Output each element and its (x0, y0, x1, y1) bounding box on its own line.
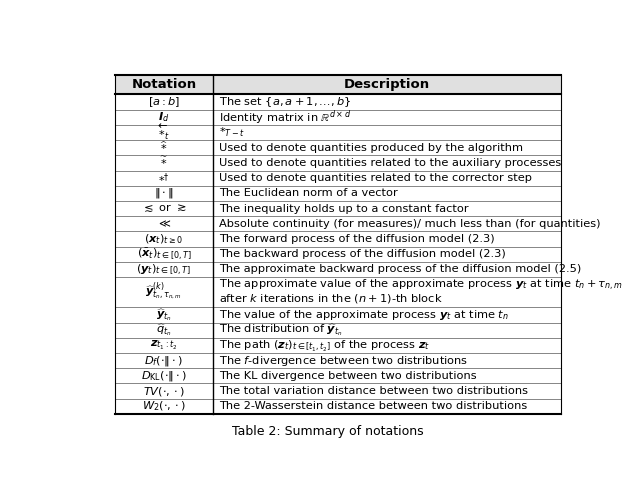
Text: Used to denote quantities related to the corrector step: Used to denote quantities related to the… (219, 173, 532, 183)
Text: $\boldsymbol{z}_{t_1:t_2}$: $\boldsymbol{z}_{t_1:t_2}$ (150, 339, 178, 352)
FancyBboxPatch shape (115, 75, 561, 95)
Text: $D_{\mathrm{KL}}(\cdot\|\cdot)$: $D_{\mathrm{KL}}(\cdot\|\cdot)$ (141, 369, 187, 383)
Text: $\widehat{q}_{t_n}$: $\widehat{q}_{t_n}$ (156, 322, 172, 338)
Text: $\overleftarrow{*}_t$: $\overleftarrow{*}_t$ (158, 123, 170, 143)
Text: The KL divergence between two distributions: The KL divergence between two distributi… (219, 371, 477, 381)
Text: $\widehat{*}$: $\widehat{*}$ (160, 143, 168, 152)
Text: $(\boldsymbol{y}_t)_{t\in[0,T]}$: $(\boldsymbol{y}_t)_{t\in[0,T]}$ (136, 262, 191, 277)
Text: $\lesssim$ or $\gtrsim$: $\lesssim$ or $\gtrsim$ (141, 203, 186, 214)
Text: The $f$-divergence between two distributions: The $f$-divergence between two distribut… (219, 353, 468, 368)
Text: $TV(\cdot,\cdot)$: $TV(\cdot,\cdot)$ (143, 385, 185, 397)
Text: The forward process of the diffusion model (2.3): The forward process of the diffusion mod… (219, 234, 495, 244)
Text: $D_f(\cdot\|\cdot)$: $D_f(\cdot\|\cdot)$ (144, 353, 184, 368)
Text: The path $(\boldsymbol{z}_t)_{t\in[t_1,t_2]}$ of the process $\boldsymbol{z}_t$: The path $(\boldsymbol{z}_t)_{t\in[t_1,t… (219, 338, 430, 353)
Text: after $k$ iterations in the $(n+1)$-th block: after $k$ iterations in the $(n+1)$-th b… (219, 292, 442, 305)
Text: The total variation distance between two distributions: The total variation distance between two… (219, 386, 528, 396)
Text: $(\bar{\boldsymbol{x}}_t)_{t\in[0,T]}$: $(\bar{\boldsymbol{x}}_t)_{t\in[0,T]}$ (136, 247, 191, 261)
Text: $(\boldsymbol{x}_t)_{t\geq 0}$: $(\boldsymbol{x}_t)_{t\geq 0}$ (144, 232, 184, 246)
Text: $\|\cdot\|$: $\|\cdot\|$ (154, 186, 174, 200)
Text: The set $\{a, a+1,\ldots, b\}$: The set $\{a, a+1,\ldots, b\}$ (219, 95, 351, 109)
Text: $\boldsymbol{I}_d$: $\boldsymbol{I}_d$ (158, 110, 170, 124)
Text: The inequality holds up to a constant factor: The inequality holds up to a constant fa… (219, 203, 468, 213)
Text: $\widehat{\boldsymbol{y}}^{(k)}_{t_n,\tau_{n,m}}$: $\widehat{\boldsymbol{y}}^{(k)}_{t_n,\ta… (145, 281, 182, 303)
Text: The approximate backward process of the diffusion model (2.5): The approximate backward process of the … (219, 264, 581, 274)
Text: Table 2: Summary of notations: Table 2: Summary of notations (232, 425, 424, 438)
Text: $[a:b]$: $[a:b]$ (148, 95, 180, 109)
Text: The distribution of $\widehat{\boldsymbol{y}}_{t_n}$: The distribution of $\widehat{\boldsymbo… (219, 322, 342, 338)
Text: $*_{T-t}$: $*_{T-t}$ (219, 126, 244, 140)
Text: Used to denote quantities produced by the algorithm: Used to denote quantities produced by th… (219, 143, 523, 152)
Text: The approximate value of the approximate process $\boldsymbol{y}_t$ at time $t_n: The approximate value of the approximate… (219, 278, 623, 293)
Text: The value of the approximate process $\boldsymbol{y}_t$ at time $t_n$: The value of the approximate process $\b… (219, 308, 509, 322)
Text: Description: Description (344, 78, 430, 91)
Text: $\widetilde{*}$: $\widetilde{*}$ (160, 158, 168, 168)
Text: The Euclidean norm of a vector: The Euclidean norm of a vector (219, 188, 397, 198)
Text: The backward process of the diffusion model (2.3): The backward process of the diffusion mo… (219, 249, 506, 259)
Text: $W_2(\cdot,\cdot)$: $W_2(\cdot,\cdot)$ (142, 399, 186, 413)
Text: Identity matrix in $\mathbb{R}^{d\times d}$: Identity matrix in $\mathbb{R}^{d\times … (219, 108, 351, 127)
Text: $*^{\dagger}$: $*^{\dagger}$ (158, 173, 170, 184)
Text: $\ll$: $\ll$ (156, 218, 172, 229)
Text: Absolute continuity (for measures)/ much less than (for quantities): Absolute continuity (for measures)/ much… (219, 219, 600, 229)
Text: Notation: Notation (131, 78, 196, 91)
Text: Used to denote quantities related to the auxiliary processes: Used to denote quantities related to the… (219, 158, 561, 168)
Text: The 2-Wasserstein distance between two distributions: The 2-Wasserstein distance between two d… (219, 401, 527, 411)
Text: $\widehat{\boldsymbol{y}}_{t_n}$: $\widehat{\boldsymbol{y}}_{t_n}$ (156, 307, 172, 323)
